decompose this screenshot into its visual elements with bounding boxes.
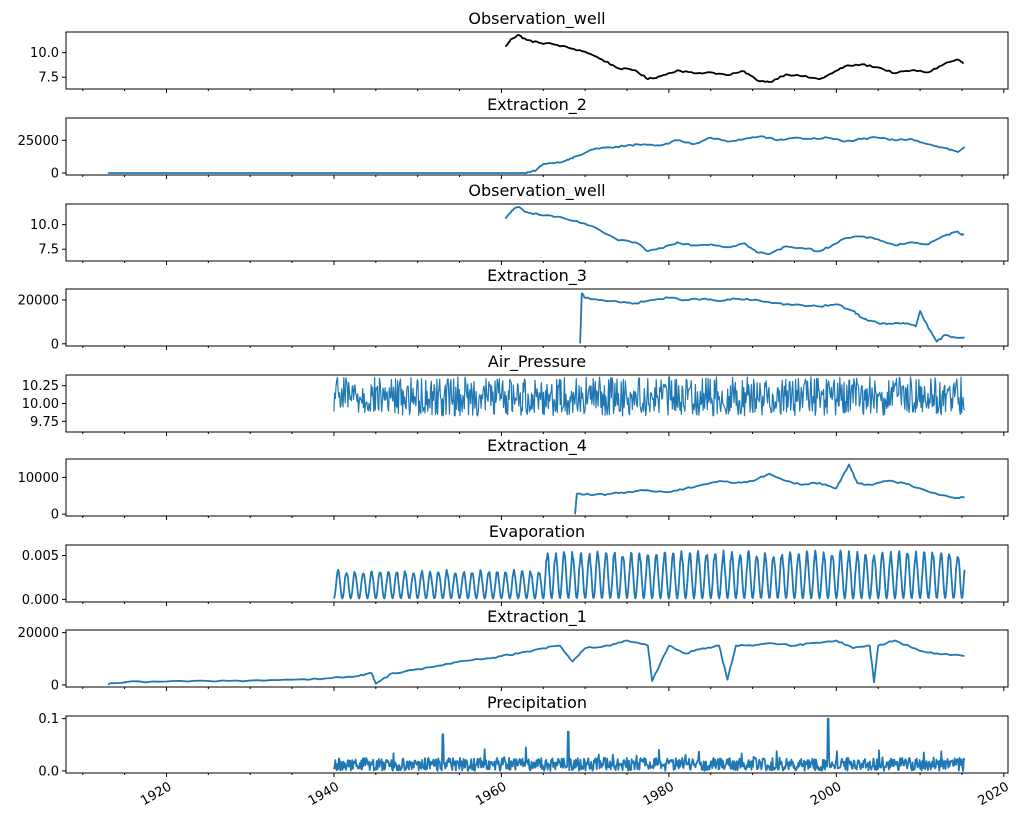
y-tick-label: 9.75 [30, 415, 59, 430]
plot-frame [65, 629, 1009, 688]
subplot-title: Extraction_1 [487, 607, 587, 627]
x-tick-label: 2000 [808, 779, 844, 809]
y-tick-label: 0.000 [22, 593, 59, 608]
subplot-title: Air_Pressure [488, 352, 586, 372]
y-tick-label: 0 [51, 167, 59, 182]
subplot-title: Extraction_4 [487, 436, 587, 456]
y-tick-label: 10.00 [22, 397, 59, 412]
y-tick-label: 0 [51, 337, 59, 352]
x-tick-label: 1940 [306, 779, 342, 809]
plot-frame [65, 544, 1009, 603]
y-tick-label: 10.0 [30, 218, 59, 233]
subplot-9: Precipitation 0.0 0.1 1920 1940 1960 1980 2000 2… [38, 693, 1012, 809]
series-line [574, 463, 965, 515]
series-line [504, 206, 965, 256]
x-tick-label: 1920 [138, 779, 174, 809]
plot-frame [65, 458, 1009, 517]
x-tick-label: 2020 [976, 779, 1012, 809]
y-tick-label: 10.0 [30, 46, 59, 61]
y-tick-label: 7.5 [38, 243, 59, 258]
series-line [579, 292, 965, 344]
plot-frame [65, 715, 1009, 774]
subplot-2: Extraction_2 0 25000 [18, 95, 1009, 182]
series-line [107, 639, 965, 686]
y-tick-label: 10000 [18, 471, 59, 486]
plot-frame [65, 117, 1009, 176]
y-tick-label: 25000 [18, 134, 59, 149]
series-line [333, 717, 966, 772]
plot-frame [65, 288, 1009, 347]
subplot-4: Extraction_3 0 20000 [18, 266, 1009, 352]
y-tick-label: 0.005 [22, 549, 59, 564]
subplot-5: Air_Pressure 9.75 10.00 10.25 [22, 352, 1009, 436]
subplot-title: Precipitation [487, 693, 587, 712]
series-line [333, 549, 966, 600]
y-tick-label: 0 [51, 678, 59, 693]
subplot-6: Extraction_4 0 10000 [18, 436, 1009, 523]
series-line [333, 376, 966, 417]
y-tick-label: 10.25 [22, 379, 59, 394]
y-tick-label: 0.0 [38, 764, 59, 779]
plot-frame [65, 31, 1009, 90]
subplot-title: Extraction_3 [487, 266, 587, 286]
subplot-8: Extraction_1 0 20000 [18, 607, 1009, 693]
y-tick-label: 20000 [18, 626, 59, 641]
subplot-title: Extraction_2 [487, 95, 587, 115]
subplot-1: Observation_well 7.5 10.0 [30, 9, 1009, 93]
series-line [504, 34, 965, 83]
subplot-7: Evaporation 0.000 0.005 [22, 522, 1009, 608]
x-tick-label: 1980 [641, 779, 677, 809]
subplot-3: Observation_well 7.5 10.0 [30, 181, 1009, 265]
y-tick-label: 0.1 [38, 712, 59, 727]
plot-frame [65, 203, 1009, 262]
subplot-title: Evaporation [489, 522, 585, 541]
subplot-title: Observation_well [468, 9, 605, 29]
series-line [107, 135, 966, 174]
y-tick-label: 0 [51, 508, 59, 523]
x-tick-label: 1960 [473, 779, 509, 809]
subplot-title: Observation_well [468, 181, 605, 201]
y-tick-label: 20000 [18, 293, 59, 308]
y-tick-label: 7.5 [38, 71, 59, 86]
